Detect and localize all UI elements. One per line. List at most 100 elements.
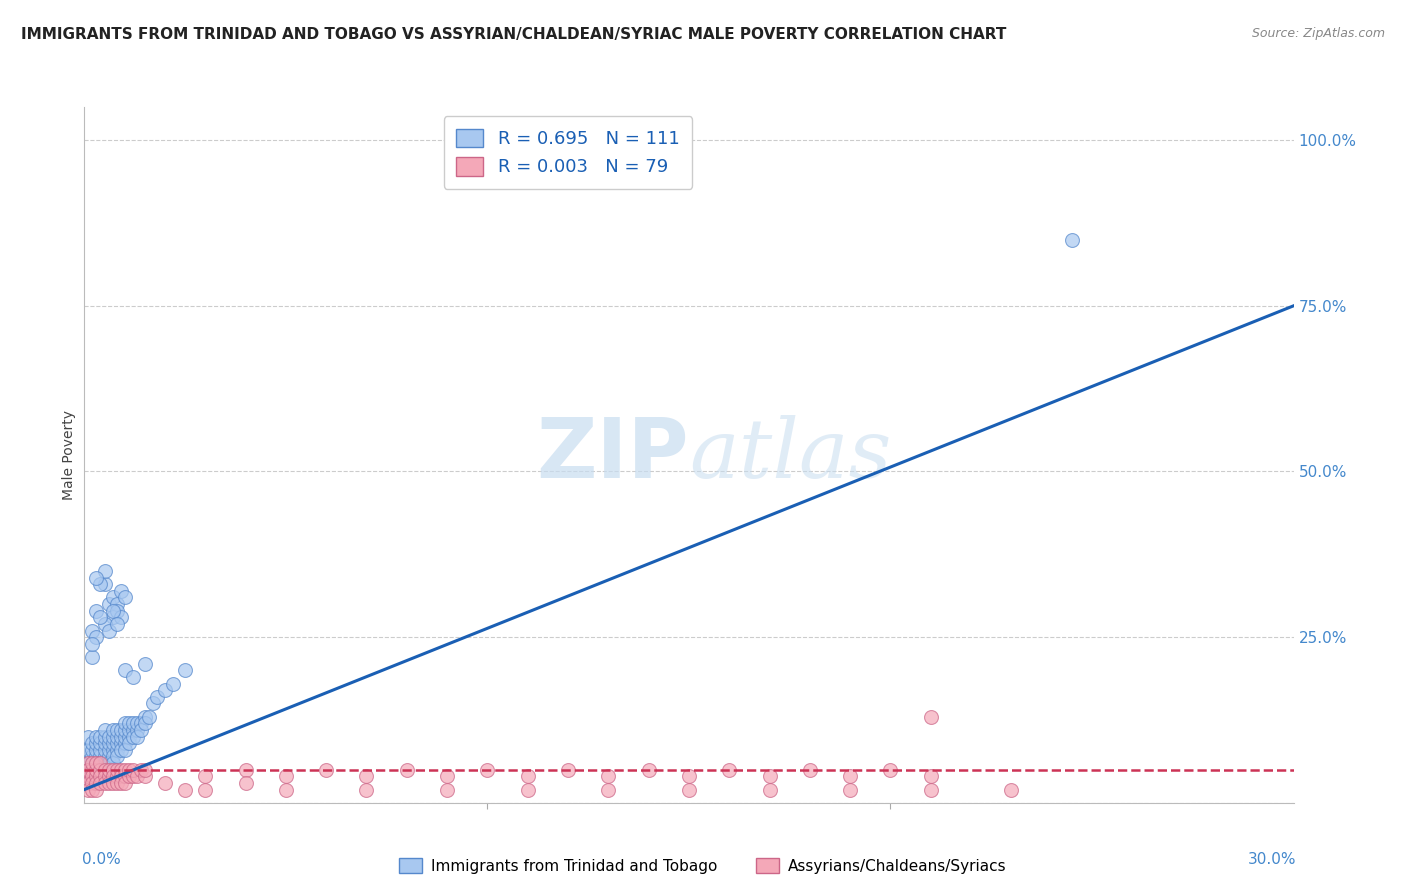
- Point: [93, 577, 115, 591]
- Point: [839, 782, 862, 797]
- Point: [114, 769, 136, 783]
- Text: IMMIGRANTS FROM TRINIDAD AND TOBAGO VS ASSYRIAN/CHALDEAN/SYRIAC MALE POVERTY COR: IMMIGRANTS FROM TRINIDAD AND TOBAGO VS A…: [21, 27, 1007, 42]
- Point: [121, 723, 143, 737]
- Point: [758, 769, 780, 783]
- Point: [516, 782, 538, 797]
- Point: [105, 743, 128, 757]
- Point: [101, 610, 124, 624]
- Point: [86, 782, 108, 797]
- Point: [93, 756, 115, 770]
- Point: [121, 763, 143, 777]
- Point: [105, 597, 128, 611]
- Point: [77, 730, 100, 744]
- Point: [93, 736, 115, 750]
- Point: [97, 763, 120, 777]
- Point: [134, 709, 156, 723]
- Point: [101, 591, 124, 605]
- Point: [477, 763, 499, 777]
- Point: [77, 782, 100, 797]
- Point: [118, 763, 141, 777]
- Text: Source: ZipAtlas.com: Source: ZipAtlas.com: [1251, 27, 1385, 40]
- Point: [395, 763, 418, 777]
- Point: [235, 776, 257, 790]
- Legend: R = 0.695   N = 111, R = 0.003   N = 79: R = 0.695 N = 111, R = 0.003 N = 79: [444, 116, 692, 189]
- Point: [138, 709, 160, 723]
- Point: [77, 763, 100, 777]
- Point: [678, 769, 700, 783]
- Point: [77, 756, 100, 770]
- Point: [110, 743, 132, 757]
- Legend: Immigrants from Trinidad and Tobago, Assyrians/Chaldeans/Syriacs: Immigrants from Trinidad and Tobago, Ass…: [394, 852, 1012, 880]
- Point: [839, 769, 862, 783]
- Point: [110, 730, 132, 744]
- Point: [134, 716, 156, 731]
- Point: [110, 736, 132, 750]
- Point: [82, 650, 104, 665]
- Point: [93, 749, 115, 764]
- Text: 30.0%: 30.0%: [1247, 852, 1296, 866]
- Point: [194, 782, 217, 797]
- Point: [82, 756, 104, 770]
- Point: [105, 723, 128, 737]
- Point: [105, 749, 128, 764]
- Point: [356, 782, 378, 797]
- Point: [114, 663, 136, 677]
- Point: [89, 776, 111, 790]
- Point: [114, 763, 136, 777]
- Point: [129, 723, 152, 737]
- Point: [125, 716, 148, 731]
- Point: [89, 743, 111, 757]
- Point: [89, 769, 111, 783]
- Point: [129, 763, 152, 777]
- Point: [86, 749, 108, 764]
- Point: [101, 763, 124, 777]
- Point: [97, 736, 120, 750]
- Point: [516, 769, 538, 783]
- Point: [153, 776, 176, 790]
- Text: atlas: atlas: [689, 415, 891, 495]
- Point: [86, 776, 108, 790]
- Point: [118, 736, 141, 750]
- Point: [82, 637, 104, 651]
- Point: [86, 743, 108, 757]
- Point: [879, 763, 901, 777]
- Point: [82, 782, 104, 797]
- Point: [110, 763, 132, 777]
- Point: [114, 736, 136, 750]
- Point: [105, 763, 128, 777]
- Point: [110, 610, 132, 624]
- Point: [93, 776, 115, 790]
- Point: [758, 782, 780, 797]
- Point: [436, 769, 458, 783]
- Point: [82, 769, 104, 783]
- Point: [114, 716, 136, 731]
- Point: [105, 769, 128, 783]
- Point: [89, 730, 111, 744]
- Point: [82, 776, 104, 790]
- Point: [194, 769, 217, 783]
- Point: [110, 723, 132, 737]
- Point: [82, 776, 104, 790]
- Point: [1060, 233, 1083, 247]
- Y-axis label: Male Poverty: Male Poverty: [62, 410, 76, 500]
- Point: [86, 756, 108, 770]
- Point: [121, 769, 143, 783]
- Point: [86, 630, 108, 644]
- Point: [97, 730, 120, 744]
- Point: [86, 570, 108, 584]
- Point: [598, 769, 620, 783]
- Point: [105, 730, 128, 744]
- Point: [114, 730, 136, 744]
- Point: [101, 749, 124, 764]
- Point: [436, 782, 458, 797]
- Point: [82, 749, 104, 764]
- Point: [82, 736, 104, 750]
- Text: ZIP: ZIP: [537, 415, 689, 495]
- Point: [125, 769, 148, 783]
- Point: [97, 624, 120, 638]
- Point: [114, 743, 136, 757]
- Point: [86, 756, 108, 770]
- Point: [101, 756, 124, 770]
- Point: [82, 743, 104, 757]
- Point: [101, 736, 124, 750]
